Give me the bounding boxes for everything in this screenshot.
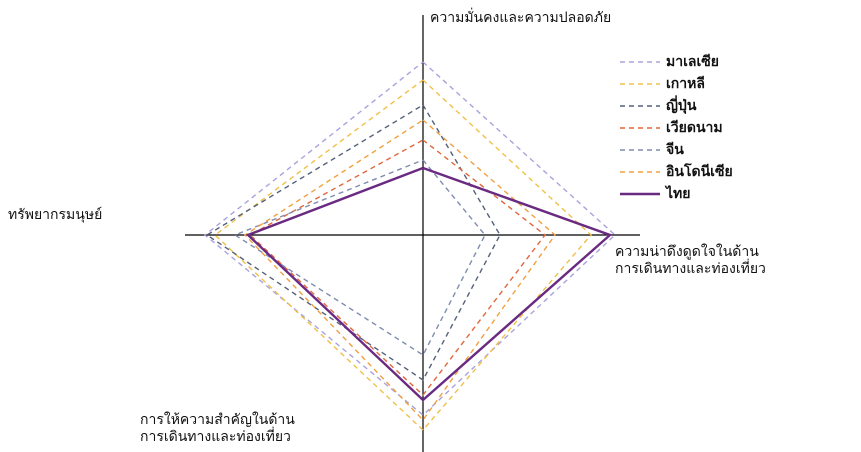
series-line <box>205 104 501 382</box>
series-line <box>203 61 617 416</box>
series-line <box>213 79 592 432</box>
legend-label: จีน <box>665 142 684 158</box>
axis-label: ความน่าดึงดูดใจในด้านการเดินทางและท่องเท… <box>615 243 766 277</box>
axis-label-line: การเดินทางและท่องเที่ยว <box>140 427 291 445</box>
axis-label: ทรัพยากรมนุษย์ <box>8 206 102 223</box>
axis-label-line: การให้ความสำคัญในด้าน <box>140 411 295 428</box>
series-line <box>243 119 556 422</box>
axis-label-line: ความน่าดึงดูดใจในด้าน <box>615 243 759 260</box>
legend-label: เกาหลี <box>666 76 705 92</box>
legend-label: เวียดนาม <box>666 120 723 136</box>
axis-label: ความมั่นคงและความปลอดภัย <box>430 8 611 26</box>
legend-label: อินโดนีเซีย <box>665 162 732 180</box>
series-line <box>233 159 486 357</box>
legend-label: ไทย <box>664 184 690 202</box>
legend-label: ญี่ปุ่น <box>666 95 697 114</box>
axis-label: การให้ความสำคัญในด้านการเดินทางและท่องเท… <box>140 411 295 445</box>
legend-label: มาเลเซีย <box>666 54 719 70</box>
axis-label-line: การเดินทางและท่องเที่ยว <box>615 259 766 277</box>
